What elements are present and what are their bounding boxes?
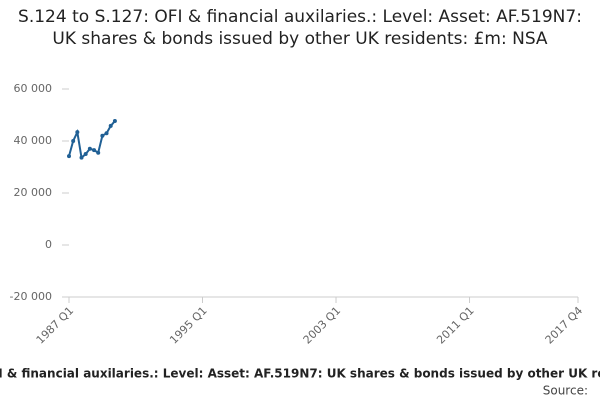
series-line — [68, 120, 116, 160]
point — [108, 123, 113, 128]
point — [92, 148, 97, 153]
point — [100, 133, 105, 138]
point — [112, 118, 117, 123]
x-tick-label: 2003 Q1 — [301, 304, 344, 347]
point — [67, 154, 71, 159]
point — [96, 150, 101, 155]
source-label: Source: — [543, 384, 588, 398]
point — [71, 139, 76, 143]
point — [75, 130, 80, 135]
y-tick-label: 60 000 — [14, 82, 53, 95]
x-tick-label: 2011 Q1 — [434, 304, 477, 347]
x-tick-label: 1995 Q1 — [167, 304, 210, 347]
y-tick-label: 20 000 — [14, 186, 53, 199]
point — [87, 146, 92, 151]
y-tick-label: 40 000 — [14, 134, 53, 147]
x-tick-label: 1987 Q1 — [34, 304, 77, 347]
point — [79, 155, 84, 160]
x-tick-label: 2017 Q4 — [543, 304, 586, 347]
point — [104, 131, 109, 136]
y-tick-label: -20 000 — [10, 290, 52, 303]
y-tick-label: 0 — [45, 238, 52, 251]
footer-title: S.124 to S.127: OFI & financial auxilari… — [0, 367, 600, 381]
point — [83, 152, 88, 156]
chart-title: S.124 to S.127: OFI & financial auxilari… — [18, 7, 582, 49]
